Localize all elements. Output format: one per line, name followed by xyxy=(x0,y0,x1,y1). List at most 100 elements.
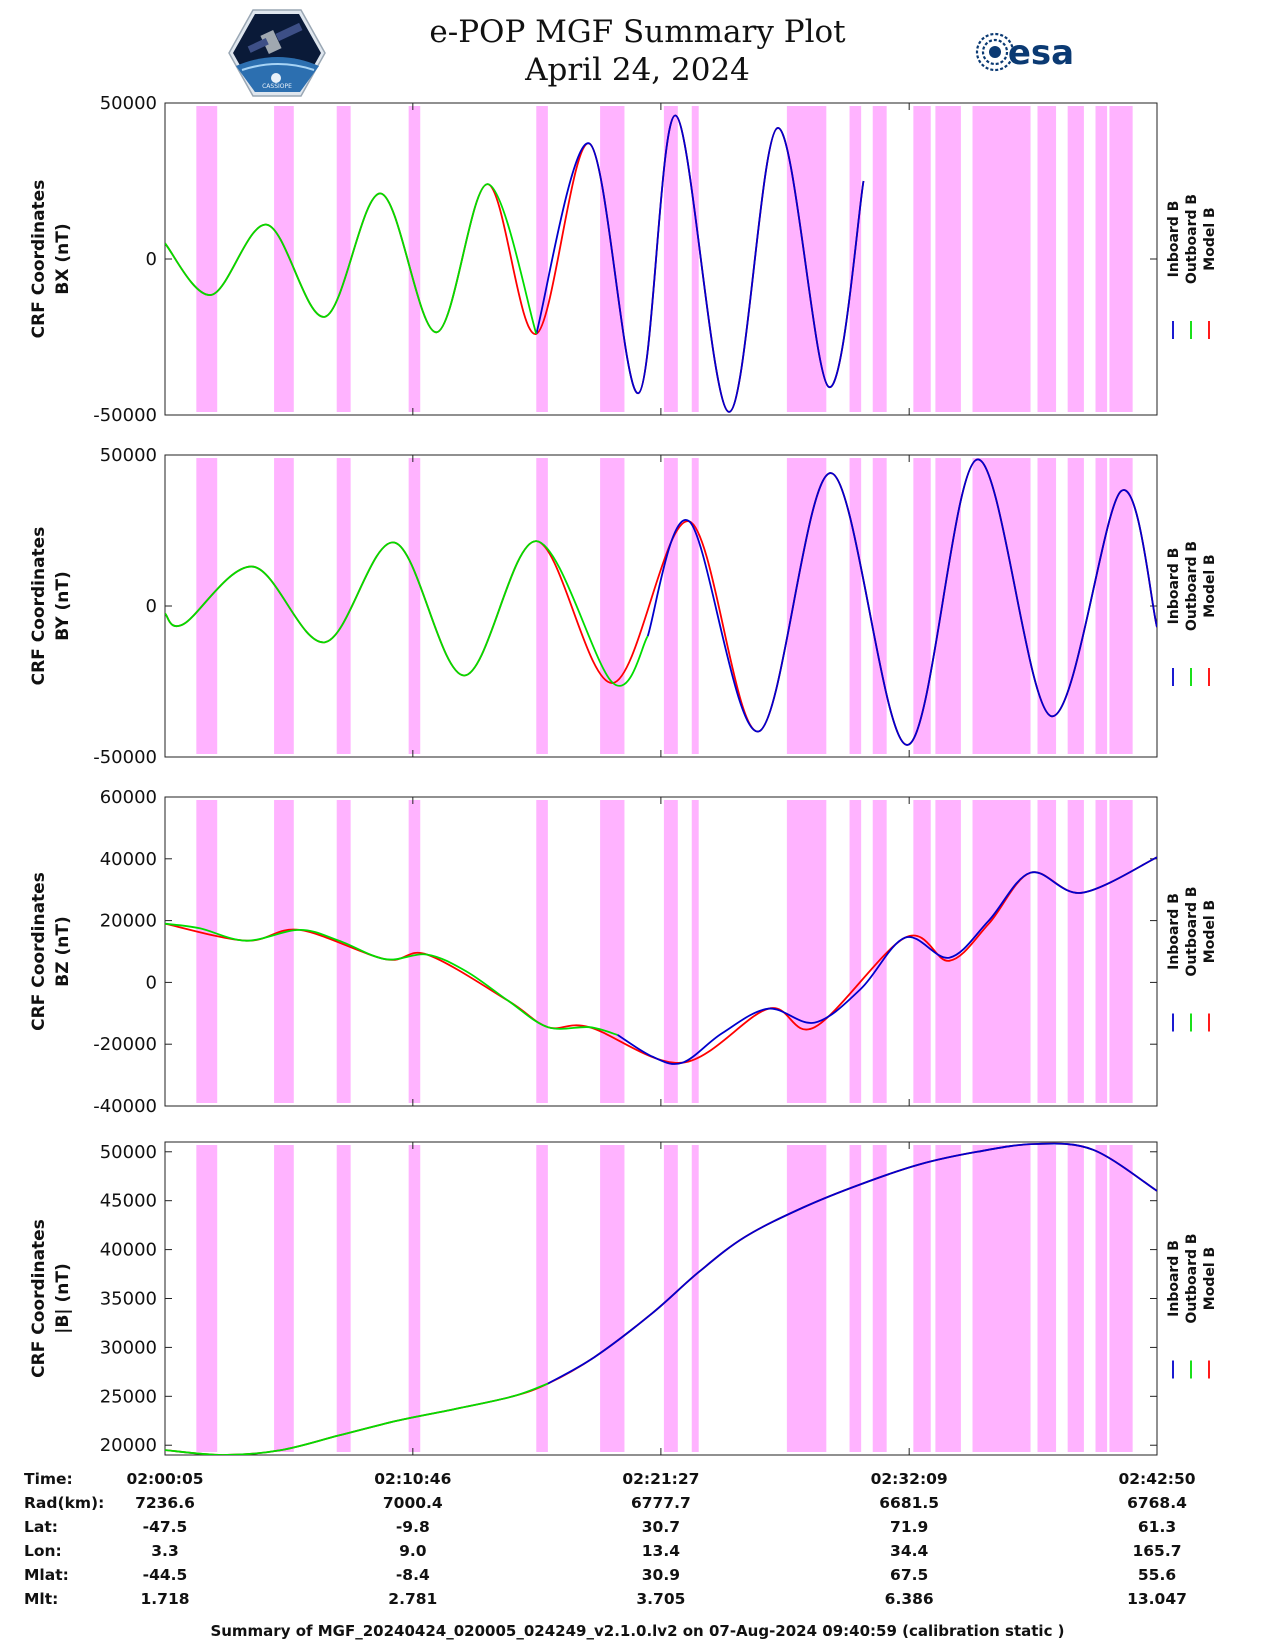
highlight-interval xyxy=(1037,458,1057,754)
y-tick-label: 60000 xyxy=(100,787,157,808)
highlight-interval xyxy=(972,800,1031,1103)
table-row-label: Lat: xyxy=(24,1518,58,1536)
highlight-interval xyxy=(1109,1145,1133,1452)
y-tick-label: 0 xyxy=(146,596,157,617)
table-cell: 67.5 xyxy=(890,1566,929,1584)
highlight-interval xyxy=(691,800,699,1103)
series-line-inboard-b xyxy=(535,114,865,413)
legend-label: Model B xyxy=(1202,207,1218,270)
legend-label: Outboard B xyxy=(1184,194,1200,284)
table-row-label: Mlt: xyxy=(24,1590,59,1608)
highlight-interval xyxy=(872,1145,887,1452)
highlight-interval xyxy=(1067,1145,1084,1452)
y-axis-label: CRF Coordinates xyxy=(29,1219,49,1378)
series-line-inboard-b xyxy=(646,458,1157,746)
series-line-inboard-b xyxy=(617,856,1157,1065)
highlight-interval xyxy=(935,800,961,1103)
panel-2: -50000 0 50000 CRF Coordinates BY (nT) Inboar… xyxy=(29,445,1218,768)
highlight-interval xyxy=(691,106,699,412)
series-line-model-b xyxy=(165,114,865,413)
highlight-interval xyxy=(196,458,218,754)
y-tick-label: 45000 xyxy=(100,1191,157,1212)
highlight-interval xyxy=(408,800,421,1103)
highlight-interval xyxy=(1037,800,1057,1103)
table-cell: -9.8 xyxy=(395,1518,430,1536)
highlight-interval xyxy=(408,1145,421,1452)
highlight-interval xyxy=(1109,106,1133,412)
page-title: e-POP MGF Summary Plot xyxy=(429,14,846,50)
table-row-label: Lon: xyxy=(24,1542,62,1560)
table-cell: 02:32:09 xyxy=(870,1470,948,1488)
highlight-interval xyxy=(872,458,887,754)
highlight-interval xyxy=(913,458,931,754)
y-tick-label: 40000 xyxy=(100,1240,157,1261)
highlight-interval xyxy=(935,106,961,412)
highlight-interval xyxy=(1037,1145,1057,1452)
highlight-interval xyxy=(1095,106,1108,412)
table-cell: -8.4 xyxy=(395,1566,430,1584)
table-cell: 6.386 xyxy=(884,1590,934,1608)
y-tick-label: 20000 xyxy=(100,911,157,932)
highlight-interval xyxy=(935,1145,961,1452)
table-cell: 3.705 xyxy=(636,1590,686,1608)
series-line-outboard-b xyxy=(165,183,538,335)
y-tick-label: 0 xyxy=(146,972,157,993)
y-tick-label: 20000 xyxy=(100,1435,157,1456)
panel-1: -50000 0 50000 CRF Coordinates BX (nT) Inboar… xyxy=(29,93,1218,426)
highlight-interval xyxy=(536,106,548,412)
table-row-label: Time: xyxy=(24,1470,73,1488)
table-cell: 7236.6 xyxy=(135,1494,195,1512)
highlight-interval xyxy=(336,458,351,754)
table-cell: 71.9 xyxy=(890,1518,929,1536)
highlight-interval xyxy=(196,800,218,1103)
legend-label: Outboard B xyxy=(1184,541,1200,631)
highlight-interval xyxy=(913,106,931,412)
highlight-interval xyxy=(786,1145,827,1452)
y-tick-label: 35000 xyxy=(100,1289,157,1310)
legend-label: Inboard B xyxy=(1166,1240,1182,1317)
legend-label: Model B xyxy=(1202,1247,1218,1310)
y-axis-label: CRF Coordinates xyxy=(29,527,49,686)
highlight-interval xyxy=(1067,106,1084,412)
legend-label: Inboard B xyxy=(1166,548,1182,625)
highlight-interval xyxy=(1109,800,1133,1103)
legend-label: Inboard B xyxy=(1166,201,1182,278)
series-line-outboard-b xyxy=(165,1382,549,1455)
y-tick-label: 50000 xyxy=(100,1142,157,1163)
highlight-interval xyxy=(786,106,827,412)
table-cell: 165.7 xyxy=(1132,1542,1182,1560)
table-cell: 6681.5 xyxy=(879,1494,940,1512)
table-cell: -44.5 xyxy=(142,1566,188,1584)
y-tick-label: 0 xyxy=(146,249,157,270)
highlight-interval xyxy=(663,106,678,412)
table-row-label: Rad(km): xyxy=(24,1494,105,1512)
highlight-interval xyxy=(600,458,625,754)
table-cell: 61.3 xyxy=(1137,1518,1177,1536)
highlight-interval xyxy=(536,1145,548,1452)
highlight-interval xyxy=(600,1145,625,1452)
highlight-interval xyxy=(849,800,862,1103)
highlight-interval xyxy=(600,800,625,1103)
esa-logo: esa xyxy=(975,32,1074,73)
footer-summary: Summary of MGF_20240424_020005_024249_v2… xyxy=(210,1622,1065,1640)
highlight-interval xyxy=(663,1145,678,1452)
page-date: April 24, 2024 xyxy=(525,52,750,88)
table-cell: 34.4 xyxy=(890,1542,929,1560)
series-line-outboard-b xyxy=(165,540,649,687)
y-tick-label: 25000 xyxy=(100,1386,157,1407)
y-tick-label: -50000 xyxy=(93,747,157,768)
highlight-interval xyxy=(1067,458,1084,754)
highlight-interval xyxy=(849,106,862,412)
series-line-inboard-b xyxy=(547,1142,1157,1385)
table-cell: 02:10:46 xyxy=(374,1470,452,1488)
y-tick-label: 50000 xyxy=(100,93,157,114)
y-axis-label: BX (nT) xyxy=(53,223,73,294)
highlight-interval xyxy=(691,458,699,754)
highlight-interval xyxy=(663,800,678,1103)
highlight-interval xyxy=(972,106,1031,412)
highlight-interval xyxy=(408,458,421,754)
table-cell: 13.4 xyxy=(641,1542,680,1560)
y-axis-label: CRF Coordinates xyxy=(29,180,49,339)
highlight-interval xyxy=(336,800,351,1103)
table-cell: 7000.4 xyxy=(382,1494,443,1512)
